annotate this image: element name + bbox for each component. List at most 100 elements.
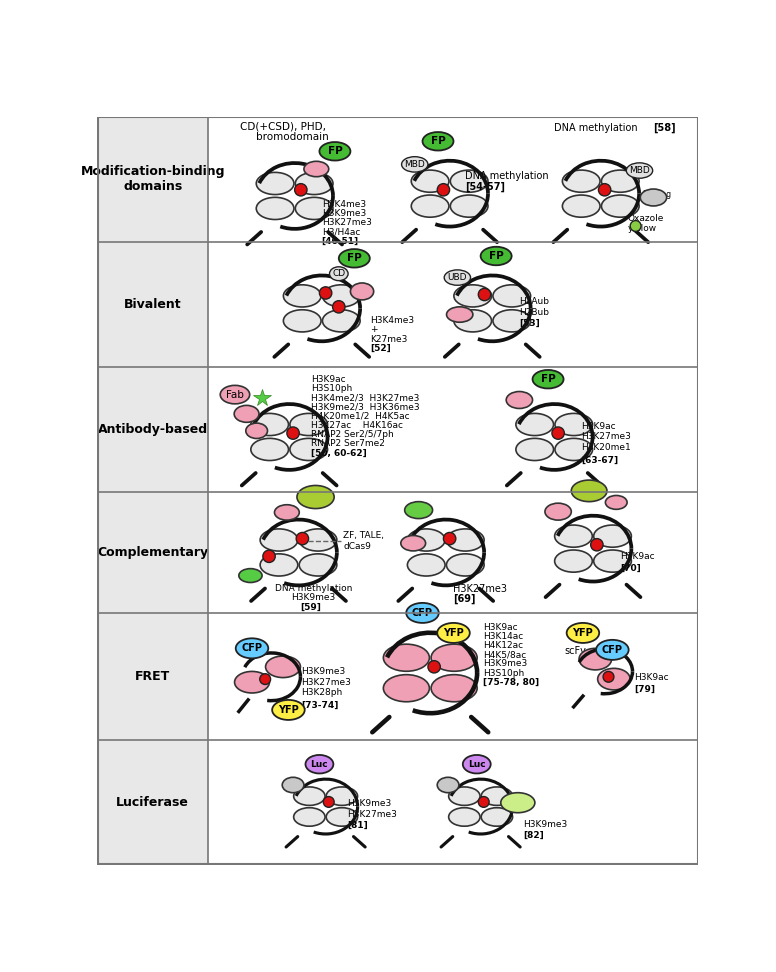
Ellipse shape [272,700,305,720]
Ellipse shape [596,640,629,660]
Text: H3/H4ac: H3/H4ac [322,227,360,236]
Ellipse shape [323,285,360,307]
Text: [81]: [81] [348,820,368,829]
Ellipse shape [400,536,425,551]
Ellipse shape [283,285,321,307]
Ellipse shape [626,163,653,178]
Text: Venus: Venus [574,486,604,496]
Ellipse shape [446,307,473,323]
Ellipse shape [407,554,445,576]
Text: FP: FP [541,374,556,384]
Text: MBD: MBD [404,159,425,169]
Text: UBD: UBD [448,273,467,282]
Text: FP: FP [489,251,504,261]
Ellipse shape [566,623,599,642]
Text: Venus: Venus [301,492,331,502]
Bar [98,117,208,242]
Text: H3K9me3: H3K9me3 [322,209,366,218]
Text: H4K20me1: H4K20me1 [581,443,631,452]
Circle shape [630,221,641,231]
Text: H3S10ph: H3S10ph [311,384,352,393]
Circle shape [478,796,489,808]
Text: [53]: [53] [519,319,540,329]
Ellipse shape [290,413,327,435]
Text: H3S10ph: H3S10ph [483,669,525,677]
Ellipse shape [326,808,358,826]
Text: H4K5/8ac: H4K5/8ac [483,650,526,659]
Ellipse shape [444,270,470,285]
Text: Fab: Fab [226,390,244,399]
Ellipse shape [563,195,600,217]
Text: H3K9ac: H3K9ac [483,622,518,632]
Ellipse shape [300,529,337,551]
Ellipse shape [449,787,480,806]
Text: FRET: FRET [135,671,171,683]
Text: Luc: Luc [468,760,486,769]
Ellipse shape [462,755,490,774]
Circle shape [263,550,275,563]
Ellipse shape [234,672,269,693]
Bar [98,366,208,492]
Text: Oxazole: Oxazole [628,215,664,224]
Ellipse shape [239,569,262,582]
Ellipse shape [422,132,453,151]
Text: scFv: scFv [508,395,530,405]
Circle shape [428,661,440,673]
Text: [75-78, 80]: [75-78, 80] [483,678,539,687]
Ellipse shape [404,502,432,519]
Ellipse shape [446,529,484,551]
Text: Luc: Luc [310,760,328,769]
Text: bromodomain: bromodomain [256,132,328,142]
Text: [82]: [82] [523,831,544,840]
Ellipse shape [516,413,553,435]
Text: Complementary: Complementary [97,546,209,559]
Text: H3K27me3: H3K27me3 [322,219,372,227]
Ellipse shape [383,675,429,702]
Ellipse shape [480,247,511,265]
Circle shape [260,674,271,684]
Ellipse shape [401,156,428,172]
Text: H3K4me2/3  H3K27me3: H3K4me2/3 H3K27me3 [311,393,419,402]
Ellipse shape [454,285,491,307]
Bar [98,613,208,741]
Ellipse shape [601,195,639,217]
Ellipse shape [275,504,300,520]
Text: DNA methylation: DNA methylation [554,122,638,133]
Ellipse shape [563,170,600,192]
Ellipse shape [236,639,268,658]
Circle shape [295,184,307,196]
Ellipse shape [290,438,327,461]
Text: H3K9me2/3  H3K36me3: H3K9me2/3 H3K36me3 [311,402,420,411]
Ellipse shape [260,554,298,576]
Text: H3K9me3: H3K9me3 [291,593,335,603]
Ellipse shape [449,808,480,826]
Ellipse shape [605,496,627,509]
Text: H4K12ac: H4K12ac [483,641,523,650]
Ellipse shape [594,550,632,573]
Text: [63-67]: [63-67] [581,456,618,466]
Circle shape [443,533,456,544]
Text: YFP: YFP [573,628,594,638]
Text: scFv: scFv [564,646,586,656]
Text: H3K9ac: H3K9ac [311,374,345,384]
Ellipse shape [330,266,348,281]
Bar [98,741,208,865]
Text: H3K28ph: H3K28ph [301,688,342,697]
Ellipse shape [481,808,513,826]
Circle shape [591,538,603,551]
Circle shape [552,427,564,439]
Ellipse shape [251,413,289,435]
Text: CFP: CFP [602,644,623,655]
Ellipse shape [296,172,333,194]
Text: H4K20me1/2  H4K5ac: H4K20me1/2 H4K5ac [311,411,410,421]
Bar [98,242,208,366]
Ellipse shape [640,189,667,206]
Ellipse shape [579,648,611,670]
Text: FP: FP [327,147,342,156]
Text: H3K9me3: H3K9me3 [523,820,567,829]
Text: NLS: NLS [608,498,625,507]
Ellipse shape [293,808,325,826]
Ellipse shape [283,310,321,331]
Text: [70]: [70] [620,564,641,573]
Text: H3K9ac: H3K9ac [634,673,669,682]
